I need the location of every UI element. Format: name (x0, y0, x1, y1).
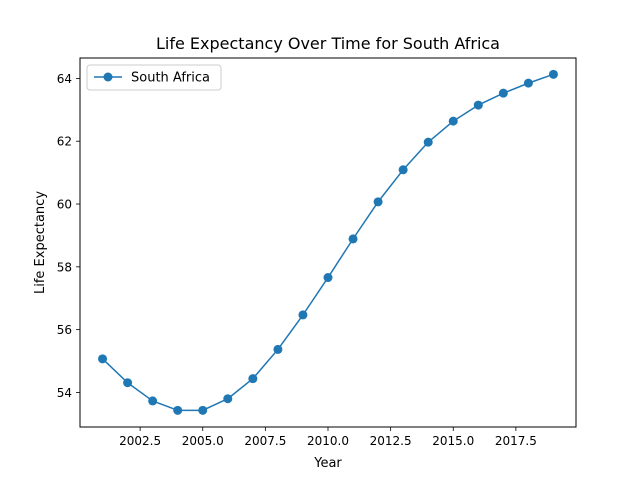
data-point (348, 234, 358, 244)
data-point (448, 116, 458, 126)
data-point (223, 394, 233, 404)
data-point (473, 100, 483, 110)
y-tick-label: 56 (57, 323, 72, 337)
legend-marker (103, 72, 113, 82)
x-tick-label: 2010.0 (307, 434, 349, 448)
y-tick-label: 54 (57, 386, 72, 400)
y-tick-label: 64 (57, 72, 72, 86)
x-tick-label: 2005.0 (182, 434, 224, 448)
x-axis-label: Year (313, 456, 342, 471)
data-point (398, 165, 408, 175)
y-tick-label: 60 (57, 198, 72, 212)
data-point (98, 354, 108, 364)
data-point (173, 405, 183, 415)
y-tick-label: 58 (57, 260, 72, 274)
data-point (548, 69, 558, 79)
legend-box (86, 64, 222, 91)
x-tick-label: 2015.0 (432, 434, 474, 448)
x-tick-label: 2017.5 (495, 434, 537, 448)
data-point (123, 378, 133, 388)
data-point (148, 396, 158, 406)
data-point (523, 78, 533, 88)
y-tick-label: 62 (57, 135, 72, 149)
x-tick-label: 2002.5 (119, 434, 161, 448)
x-tick-label: 2007.5 (244, 434, 286, 448)
data-point (498, 88, 508, 98)
x-axis: 2002.5 2005.0 2007.5 2010.0 2012.5 2015.0 2017… (119, 427, 537, 448)
x-tick-label: 2012.5 (370, 434, 412, 448)
data-point (298, 310, 308, 320)
y-axis-label: Life Expectancy (33, 191, 48, 294)
legend: South Africa (86, 64, 222, 91)
data-point (373, 197, 383, 207)
data-point (423, 137, 433, 147)
data-point (323, 273, 333, 283)
series-layer (98, 69, 558, 415)
data-point (248, 374, 258, 384)
data-point (198, 405, 208, 415)
data-point (273, 344, 283, 354)
legend-label-south-africa: South Africa (131, 71, 210, 86)
chart-title: Life Expectancy Over Time for South Afri… (156, 34, 500, 53)
y-axis: 54 56 58 60 62 64 (57, 72, 80, 400)
